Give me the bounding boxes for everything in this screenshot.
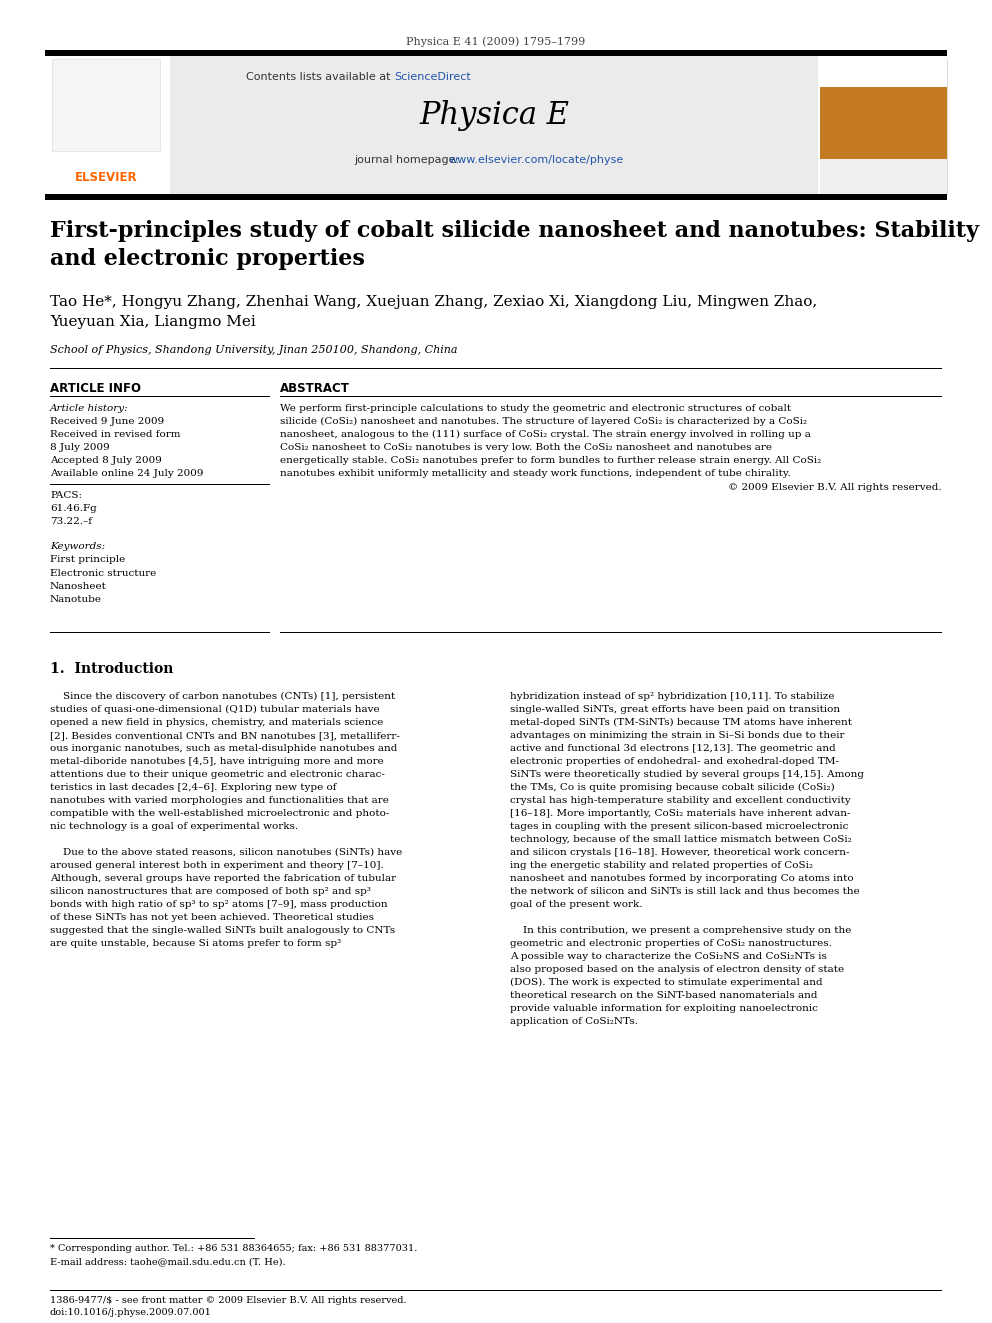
Text: Physica E 41 (2009) 1795–1799: Physica E 41 (2009) 1795–1799 — [407, 36, 585, 46]
Text: Nanotube: Nanotube — [50, 595, 102, 605]
Text: journal homepage:: journal homepage: — [354, 155, 462, 165]
Text: PACS:: PACS: — [50, 491, 82, 500]
Text: bonds with high ratio of sp³ to sp² atoms [7–9], mass production: bonds with high ratio of sp³ to sp² atom… — [50, 900, 388, 909]
Text: Although, several groups have reported the fabrication of tubular: Although, several groups have reported t… — [50, 875, 396, 882]
Text: 1.  Introduction: 1. Introduction — [50, 662, 174, 676]
Text: (DOS). The work is expected to stimulate experimental and: (DOS). The work is expected to stimulate… — [510, 978, 822, 987]
Text: are quite unstable, because Si atoms prefer to form sp³: are quite unstable, because Si atoms pre… — [50, 939, 341, 949]
Text: theoretical research on the SiNT-based nanomaterials and: theoretical research on the SiNT-based n… — [510, 991, 817, 1000]
Text: Due to the above stated reasons, silicon nanotubes (SiNTs) have: Due to the above stated reasons, silicon… — [50, 848, 402, 857]
Text: tages in coupling with the present silicon-based microelectronic: tages in coupling with the present silic… — [510, 822, 848, 831]
Text: ScienceDirect: ScienceDirect — [394, 71, 471, 82]
Text: aroused general interest both in experiment and theory [7–10].: aroused general interest both in experim… — [50, 861, 384, 871]
Text: goal of the present work.: goal of the present work. — [510, 900, 643, 909]
Text: 1386-9477/$ - see front matter © 2009 Elsevier B.V. All rights reserved.: 1386-9477/$ - see front matter © 2009 El… — [50, 1297, 407, 1304]
Text: application of CoSi₂NTs.: application of CoSi₂NTs. — [510, 1017, 638, 1027]
Text: First-principles study of cobalt silicide nanosheet and nanotubes: Stability
and: First-principles study of cobalt silicid… — [50, 220, 979, 270]
Text: metal-doped SiNTs (TM-SiNTs) because TM atoms have inherent: metal-doped SiNTs (TM-SiNTs) because TM … — [510, 718, 852, 728]
Bar — [45, 50, 947, 56]
Text: attentions due to their unique geometric and electronic charac-: attentions due to their unique geometric… — [50, 770, 385, 779]
Text: Yueyuan Xia, Liangmo Mei: Yueyuan Xia, Liangmo Mei — [50, 315, 256, 329]
Text: studies of quasi-one-dimensional (Q1D) tubular materials have: studies of quasi-one-dimensional (Q1D) t… — [50, 705, 380, 714]
Text: Electronic structure: Electronic structure — [50, 569, 157, 578]
Text: [16–18]. More importantly, CoSi₂ materials have inherent advan-: [16–18]. More importantly, CoSi₂ materia… — [510, 808, 850, 818]
Text: E: E — [915, 101, 921, 108]
Text: crystal has high-temperature stability and excellent conductivity: crystal has high-temperature stability a… — [510, 796, 851, 804]
Text: and silicon crystals [16–18]. However, theoretical work concern-: and silicon crystals [16–18]. However, t… — [510, 848, 849, 857]
Text: 61.46.Fg: 61.46.Fg — [50, 504, 97, 513]
Text: ing the energetic stability and related properties of CoSi₂: ing the energetic stability and related … — [510, 861, 813, 871]
Text: the TMs, Co is quite promising because cobalt silicide (CoSi₂): the TMs, Co is quite promising because c… — [510, 783, 834, 792]
Text: * Corresponding author. Tel.: +86 531 88364655; fax: +86 531 88377031.: * Corresponding author. Tel.: +86 531 88… — [50, 1244, 418, 1253]
Text: PHYSICA: PHYSICA — [855, 101, 899, 108]
Bar — [820, 60, 947, 87]
Text: ABSTRACT: ABSTRACT — [280, 382, 350, 396]
Text: nanosheet, analogous to the (111) surface of CoSi₂ crystal. The strain energy in: nanosheet, analogous to the (111) surfac… — [280, 430, 810, 439]
Text: E-mail address: taohe@mail.sdu.edu.cn (T. He).: E-mail address: taohe@mail.sdu.edu.cn (T… — [50, 1257, 286, 1266]
Text: SiNTs were theoretically studied by several groups [14,15]. Among: SiNTs were theoretically studied by seve… — [510, 770, 864, 779]
Text: silicide (CoSi₂) nanosheet and nanotubes. The structure of layered CoSi₂ is char: silicide (CoSi₂) nanosheet and nanotubes… — [280, 417, 807, 426]
Bar — [45, 56, 170, 194]
Text: hybridization instead of sp² hybridization [10,11]. To stabilize: hybridization instead of sp² hybridizati… — [510, 692, 834, 701]
Text: We perform first-principle calculations to study the geometric and electronic st: We perform first-principle calculations … — [280, 404, 792, 413]
Text: ELSEVIER: ELSEVIER — [74, 171, 137, 184]
Bar — [820, 87, 947, 159]
Text: First principle: First principle — [50, 556, 125, 564]
Text: Received 9 June 2009: Received 9 June 2009 — [50, 417, 165, 426]
Text: provide valuable information for exploiting nanoelectronic: provide valuable information for exploit… — [510, 1004, 817, 1013]
Text: A possible way to characterize the CoSi₂NS and CoSi₂NTs is: A possible way to characterize the CoSi₂… — [510, 953, 827, 960]
Text: ous inorganic nanotubes, such as metal-disulphide nanotubes and: ous inorganic nanotubes, such as metal-d… — [50, 744, 398, 753]
Text: of these SiNTs has not yet been achieved. Theoretical studies: of these SiNTs has not yet been achieved… — [50, 913, 374, 922]
Bar — [820, 60, 947, 194]
Text: CoSi₂ nanosheet to CoSi₂ nanotubes is very low. Both the CoSi₂ nanosheet and nan: CoSi₂ nanosheet to CoSi₂ nanotubes is ve… — [280, 443, 772, 452]
Text: nic technology is a goal of experimental works.: nic technology is a goal of experimental… — [50, 822, 299, 831]
Text: ARTICLE INFO: ARTICLE INFO — [50, 382, 141, 396]
Text: © 2009 Elsevier B.V. All rights reserved.: © 2009 Elsevier B.V. All rights reserved… — [728, 483, 942, 492]
Text: active and functional 3d electrons [12,13]. The geometric and: active and functional 3d electrons [12,1… — [510, 744, 835, 753]
Bar — [52, 60, 160, 151]
Text: compatible with the well-established microelectronic and photo-: compatible with the well-established mic… — [50, 808, 390, 818]
Text: energetically stable. CoSi₂ nanotubes prefer to form bundles to further release : energetically stable. CoSi₂ nanotubes pr… — [280, 456, 821, 464]
Text: Physica E: Physica E — [419, 101, 569, 131]
Text: suggested that the single-walled SiNTs built analogously to CNTs: suggested that the single-walled SiNTs b… — [50, 926, 395, 935]
Text: geometric and electronic properties of CoSi₂ nanostructures.: geometric and electronic properties of C… — [510, 939, 832, 949]
Text: technology, because of the small lattice mismatch between CoSi₂: technology, because of the small lattice… — [510, 835, 852, 844]
Text: Article history:: Article history: — [50, 404, 129, 413]
Bar — [170, 56, 818, 194]
Text: School of Physics, Shandong University, Jinan 250100, Shandong, China: School of Physics, Shandong University, … — [50, 345, 457, 355]
Text: opened a new field in physics, chemistry, and materials science: opened a new field in physics, chemistry… — [50, 718, 383, 728]
Text: nanotubes with varied morphologies and functionalities that are: nanotubes with varied morphologies and f… — [50, 796, 389, 804]
Text: 73.22.–f: 73.22.–f — [50, 517, 92, 527]
Text: silicon nanostructures that are composed of both sp² and sp³: silicon nanostructures that are composed… — [50, 886, 371, 896]
Text: Available online 24 July 2009: Available online 24 July 2009 — [50, 468, 203, 478]
Text: Nanosheet: Nanosheet — [50, 582, 107, 591]
Text: Contents lists available at: Contents lists available at — [246, 71, 394, 82]
Text: Received in revised form: Received in revised form — [50, 430, 181, 439]
Text: teristics in last decades [2,4–6]. Exploring new type of: teristics in last decades [2,4–6]. Explo… — [50, 783, 336, 792]
Text: www.elsevier.com/locate/physe: www.elsevier.com/locate/physe — [449, 155, 624, 165]
Bar — [820, 159, 947, 194]
Text: doi:10.1016/j.physe.2009.07.001: doi:10.1016/j.physe.2009.07.001 — [50, 1308, 212, 1316]
Text: Tao He*, Hongyu Zhang, Zhenhai Wang, Xuejuan Zhang, Zexiao Xi, Xiangdong Liu, Mi: Tao He*, Hongyu Zhang, Zhenhai Wang, Xue… — [50, 295, 817, 310]
Text: nanotubes exhibit uniformly metallicity and steady work functions, independent o: nanotubes exhibit uniformly metallicity … — [280, 468, 791, 478]
Text: In this contribution, we present a comprehensive study on the: In this contribution, we present a compr… — [510, 926, 851, 935]
Text: electronic properties of endohedral- and exohedral-doped TM-: electronic properties of endohedral- and… — [510, 757, 839, 766]
Text: also proposed based on the analysis of electron density of state: also proposed based on the analysis of e… — [510, 964, 844, 974]
Bar — [45, 194, 947, 200]
Text: advantages on minimizing the strain in Si–Si bonds due to their: advantages on minimizing the strain in S… — [510, 732, 844, 740]
Text: the network of silicon and SiNTs is still lack and thus becomes the: the network of silicon and SiNTs is stil… — [510, 886, 860, 896]
Text: 8 July 2009: 8 July 2009 — [50, 443, 110, 452]
Text: [ELSEVIER
LOGO]: [ELSEVIER LOGO] — [88, 97, 124, 111]
Text: Since the discovery of carbon nanotubes (CNTs) [1], persistent: Since the discovery of carbon nanotubes … — [50, 692, 395, 701]
Text: Accepted 8 July 2009: Accepted 8 July 2009 — [50, 456, 162, 464]
Text: [2]. Besides conventional CNTs and BN nanotubes [3], metalliferr-: [2]. Besides conventional CNTs and BN na… — [50, 732, 400, 740]
Text: single-walled SiNTs, great efforts have been paid on transition: single-walled SiNTs, great efforts have … — [510, 705, 840, 714]
Text: nanosheet and nanotubes formed by incorporating Co atoms into: nanosheet and nanotubes formed by incorp… — [510, 875, 854, 882]
Text: Keywords:: Keywords: — [50, 542, 105, 550]
Text: metal-diboride nanotubes [4,5], have intriguing more and more: metal-diboride nanotubes [4,5], have int… — [50, 757, 384, 766]
